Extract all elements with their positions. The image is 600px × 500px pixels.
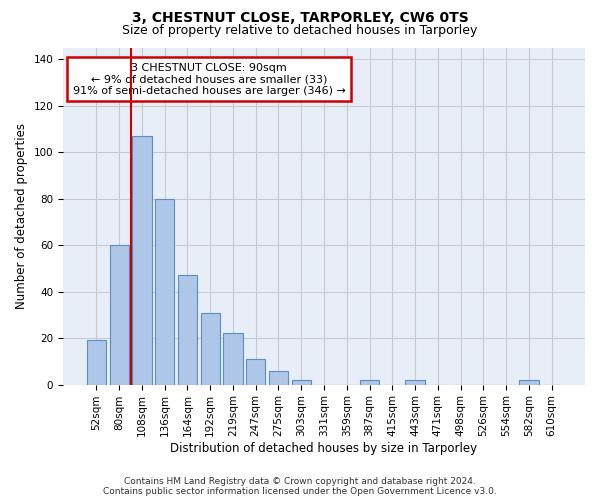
Bar <box>155 198 175 384</box>
Bar <box>200 312 220 384</box>
Bar <box>360 380 379 384</box>
Bar <box>132 136 152 384</box>
Bar <box>292 380 311 384</box>
X-axis label: Distribution of detached houses by size in Tarporley: Distribution of detached houses by size … <box>170 442 478 455</box>
Bar <box>269 370 288 384</box>
Bar <box>246 359 265 384</box>
Text: Contains HM Land Registry data © Crown copyright and database right 2024.
Contai: Contains HM Land Registry data © Crown c… <box>103 476 497 496</box>
Bar <box>178 276 197 384</box>
Text: 3, CHESTNUT CLOSE, TARPORLEY, CW6 0TS: 3, CHESTNUT CLOSE, TARPORLEY, CW6 0TS <box>131 11 469 25</box>
Text: 3 CHESTNUT CLOSE: 90sqm
← 9% of detached houses are smaller (33)
91% of semi-det: 3 CHESTNUT CLOSE: 90sqm ← 9% of detached… <box>73 62 346 96</box>
Text: Size of property relative to detached houses in Tarporley: Size of property relative to detached ho… <box>122 24 478 37</box>
Bar <box>519 380 539 384</box>
Y-axis label: Number of detached properties: Number of detached properties <box>15 123 28 309</box>
Bar <box>223 334 242 384</box>
Bar <box>110 245 129 384</box>
Bar <box>87 340 106 384</box>
Bar <box>406 380 425 384</box>
